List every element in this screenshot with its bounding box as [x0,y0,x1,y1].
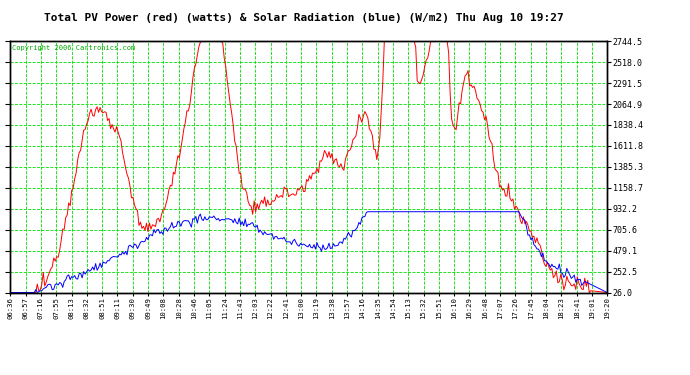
Text: Total PV Power (red) (watts) & Solar Radiation (blue) (W/m2) Thu Aug 10 19:27: Total PV Power (red) (watts) & Solar Rad… [43,13,564,23]
Text: Copyright 2006 Cartronics.com: Copyright 2006 Cartronics.com [12,45,135,51]
